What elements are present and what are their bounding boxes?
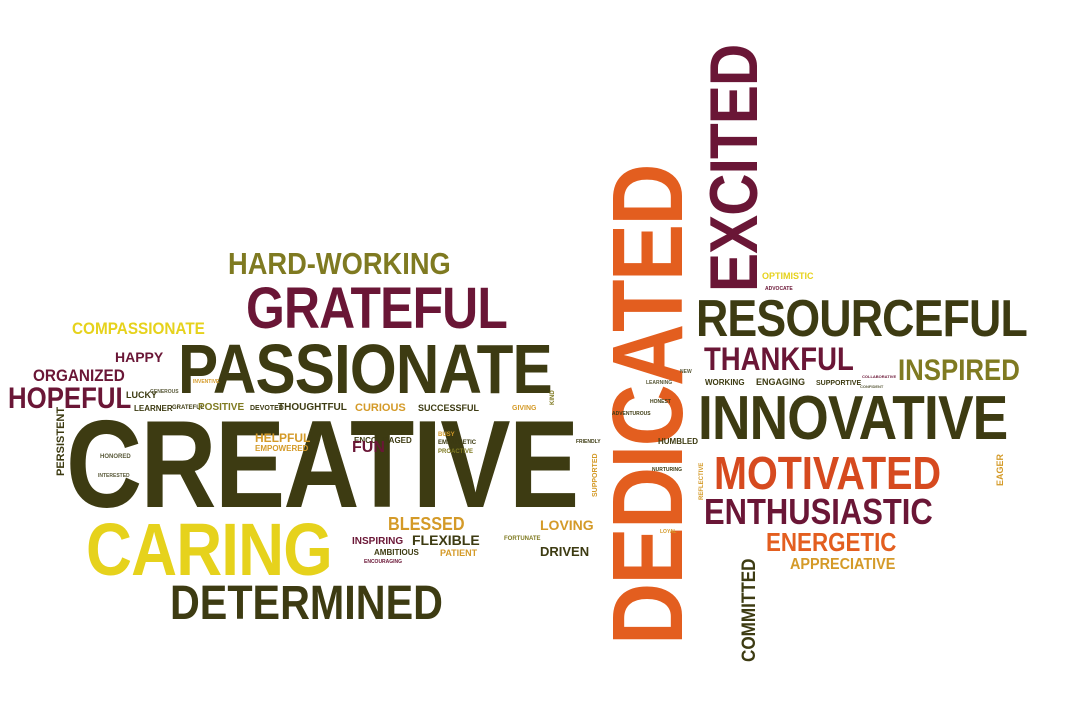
- word-inventive: INVENTIVE: [193, 379, 220, 385]
- word-adventurous: ADVENTUROUS: [612, 411, 651, 417]
- word-eager: EAGER: [995, 453, 1005, 486]
- word-empowered: EMPOWERED: [255, 444, 309, 453]
- word-engaging: ENGAGING: [756, 377, 806, 387]
- word-caring: CARING: [86, 508, 333, 591]
- word-flexible: FLEXIBLE: [412, 532, 480, 548]
- word-resourceful: RESOURCEFUL: [696, 290, 1028, 348]
- word-driven: DRIVEN: [540, 544, 590, 559]
- word-inspired: INSPIRED: [898, 354, 1020, 387]
- word-encouraged: ENCOURAGED: [354, 436, 412, 445]
- word-helpful: HELPFUL: [255, 431, 311, 445]
- word-innovative: INNOVATIVE: [698, 384, 1008, 453]
- word-kind: KIND: [550, 390, 556, 405]
- word-new: NEW: [680, 369, 692, 375]
- word-lucky: LUCKY: [126, 390, 157, 400]
- word-honored: HONORED: [100, 454, 131, 460]
- word-busy: BUSY: [438, 432, 455, 438]
- word-hard-working: HARD-WORKING: [228, 246, 451, 281]
- word-blessed: BLESSED: [388, 514, 465, 534]
- word-thoughtful: THOUGHTFUL: [278, 402, 347, 413]
- word-dedicated: DEDICATED: [592, 165, 704, 645]
- word-learning: LEARNING: [646, 380, 673, 386]
- word-optimistic: OPTIMISTIC: [762, 271, 814, 281]
- word-hopeful: HOPEFUL: [8, 382, 132, 415]
- word-nurturing: NURTURING: [652, 467, 682, 473]
- word-encouraging: ENCOURAGING: [364, 559, 403, 565]
- word-fortunate: FORTUNATE: [504, 536, 541, 542]
- word-working: WORKING: [705, 378, 745, 387]
- word-excited: EXCITED: [696, 44, 772, 292]
- word-determined: DETERMINED: [170, 577, 443, 630]
- word-supported: SUPPORTED: [592, 453, 599, 497]
- word-organized: ORGANIZED: [33, 366, 125, 385]
- word-appreciative: APPRECIATIVE: [790, 556, 896, 573]
- word-supportive: SUPPORTIVE: [816, 380, 862, 387]
- word-curious: CURIOUS: [355, 402, 406, 414]
- word-successful: SUCCESSFUL: [418, 403, 480, 413]
- word-collaborative: COLLABORATIVE: [862, 374, 897, 379]
- word-persistent: PERSISTENT: [55, 406, 67, 476]
- word-grateful: GRATEFUL: [246, 276, 508, 341]
- word-patient: PATIENT: [440, 548, 478, 558]
- word-energetic: ENERGETIC: [766, 527, 897, 557]
- word-reflective: REFLECTIVE: [699, 462, 705, 500]
- word-thankful: THANKFUL: [704, 341, 854, 377]
- word-loyal: LOYAL: [660, 529, 677, 535]
- word-honest: HONEST: [650, 399, 671, 405]
- word-empathetic: EMPATHETIC: [438, 440, 477, 446]
- word-advocate: ADVOCATE: [765, 286, 793, 292]
- word-loving: LOVING: [540, 517, 594, 533]
- word-motivated: MOTIVATED: [714, 447, 942, 499]
- word-happy: HAPPY: [115, 349, 164, 365]
- word-committed: COMMITTED: [739, 558, 760, 662]
- word-generous: GENEROUS: [150, 389, 179, 395]
- word-inspiring: INSPIRING: [352, 536, 404, 547]
- word-friendly: FRIENDLY: [576, 439, 601, 445]
- word-ambitious: AMBITIOUS: [374, 548, 419, 557]
- word-giving: GIVING: [512, 405, 537, 412]
- word-confident: CONFIDENT: [860, 384, 884, 389]
- word-compassionate: COMPASSIONATE: [72, 319, 205, 338]
- word-enthusiastic: ENTHUSIASTIC: [704, 491, 933, 532]
- word-humbled: HUMBLED: [658, 437, 698, 446]
- word-fun: FUN: [352, 439, 385, 456]
- word-devoted: DEVOTED: [250, 405, 284, 412]
- word-interested: INTERESTED: [98, 473, 130, 479]
- word-passionate: PASSIONATE: [178, 330, 553, 408]
- word-proactive: PROACTIVE: [438, 449, 474, 455]
- word-learner: LEARNER: [134, 404, 173, 413]
- word-creative: CREATIVE: [66, 396, 579, 534]
- word-grateful-small: GRATEFUL: [172, 405, 205, 411]
- word-positive: POSITIVE: [198, 402, 245, 413]
